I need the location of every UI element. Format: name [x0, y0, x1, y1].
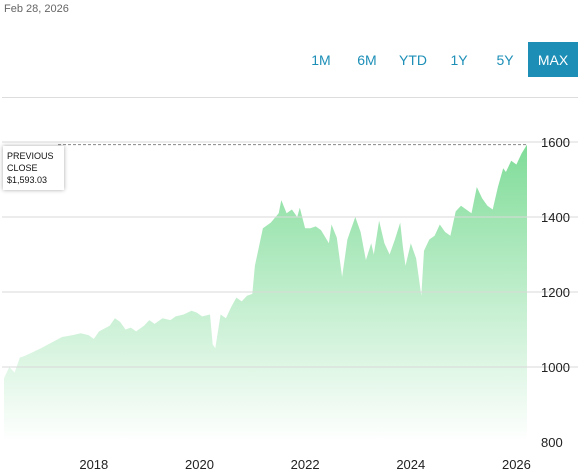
range-button-ytd[interactable]: YTD [399, 51, 427, 68]
tooltip-line-2: CLOSE [7, 163, 38, 173]
price-area [4, 144, 527, 442]
x-tick-label: 2020 [185, 457, 214, 472]
range-button-5y[interactable]: 5Y [496, 51, 514, 68]
header-divider [2, 97, 578, 98]
x-tick-label: 2026 [502, 457, 531, 472]
x-tick-label: 2022 [291, 457, 320, 472]
y-tick-label: 1400 [541, 210, 570, 225]
y-tick-label: 800 [541, 435, 563, 450]
range-selector: 1M 6M YTD 1Y 5Y MAX [298, 42, 578, 77]
x-tick-label: 2024 [396, 457, 425, 472]
range-button-max[interactable]: MAX [528, 42, 578, 77]
tooltip-line-1: PREVIOUS [7, 151, 54, 161]
previous-close-tooltip: PREVIOUS CLOSE $1,593.03 [3, 146, 64, 190]
range-button-1y[interactable]: 1Y [450, 51, 468, 68]
tooltip-value: $1,593.03 [7, 175, 48, 185]
x-tick-label: 2018 [79, 457, 108, 472]
y-tick-label: 1000 [541, 360, 570, 375]
range-button-1m[interactable]: 1M [311, 51, 331, 68]
header-date: Feb 28, 2026 [4, 3, 69, 15]
y-tick-label: 1600 [541, 135, 570, 150]
range-button-6m[interactable]: 6M [357, 51, 377, 68]
y-tick-label: 1200 [541, 285, 570, 300]
